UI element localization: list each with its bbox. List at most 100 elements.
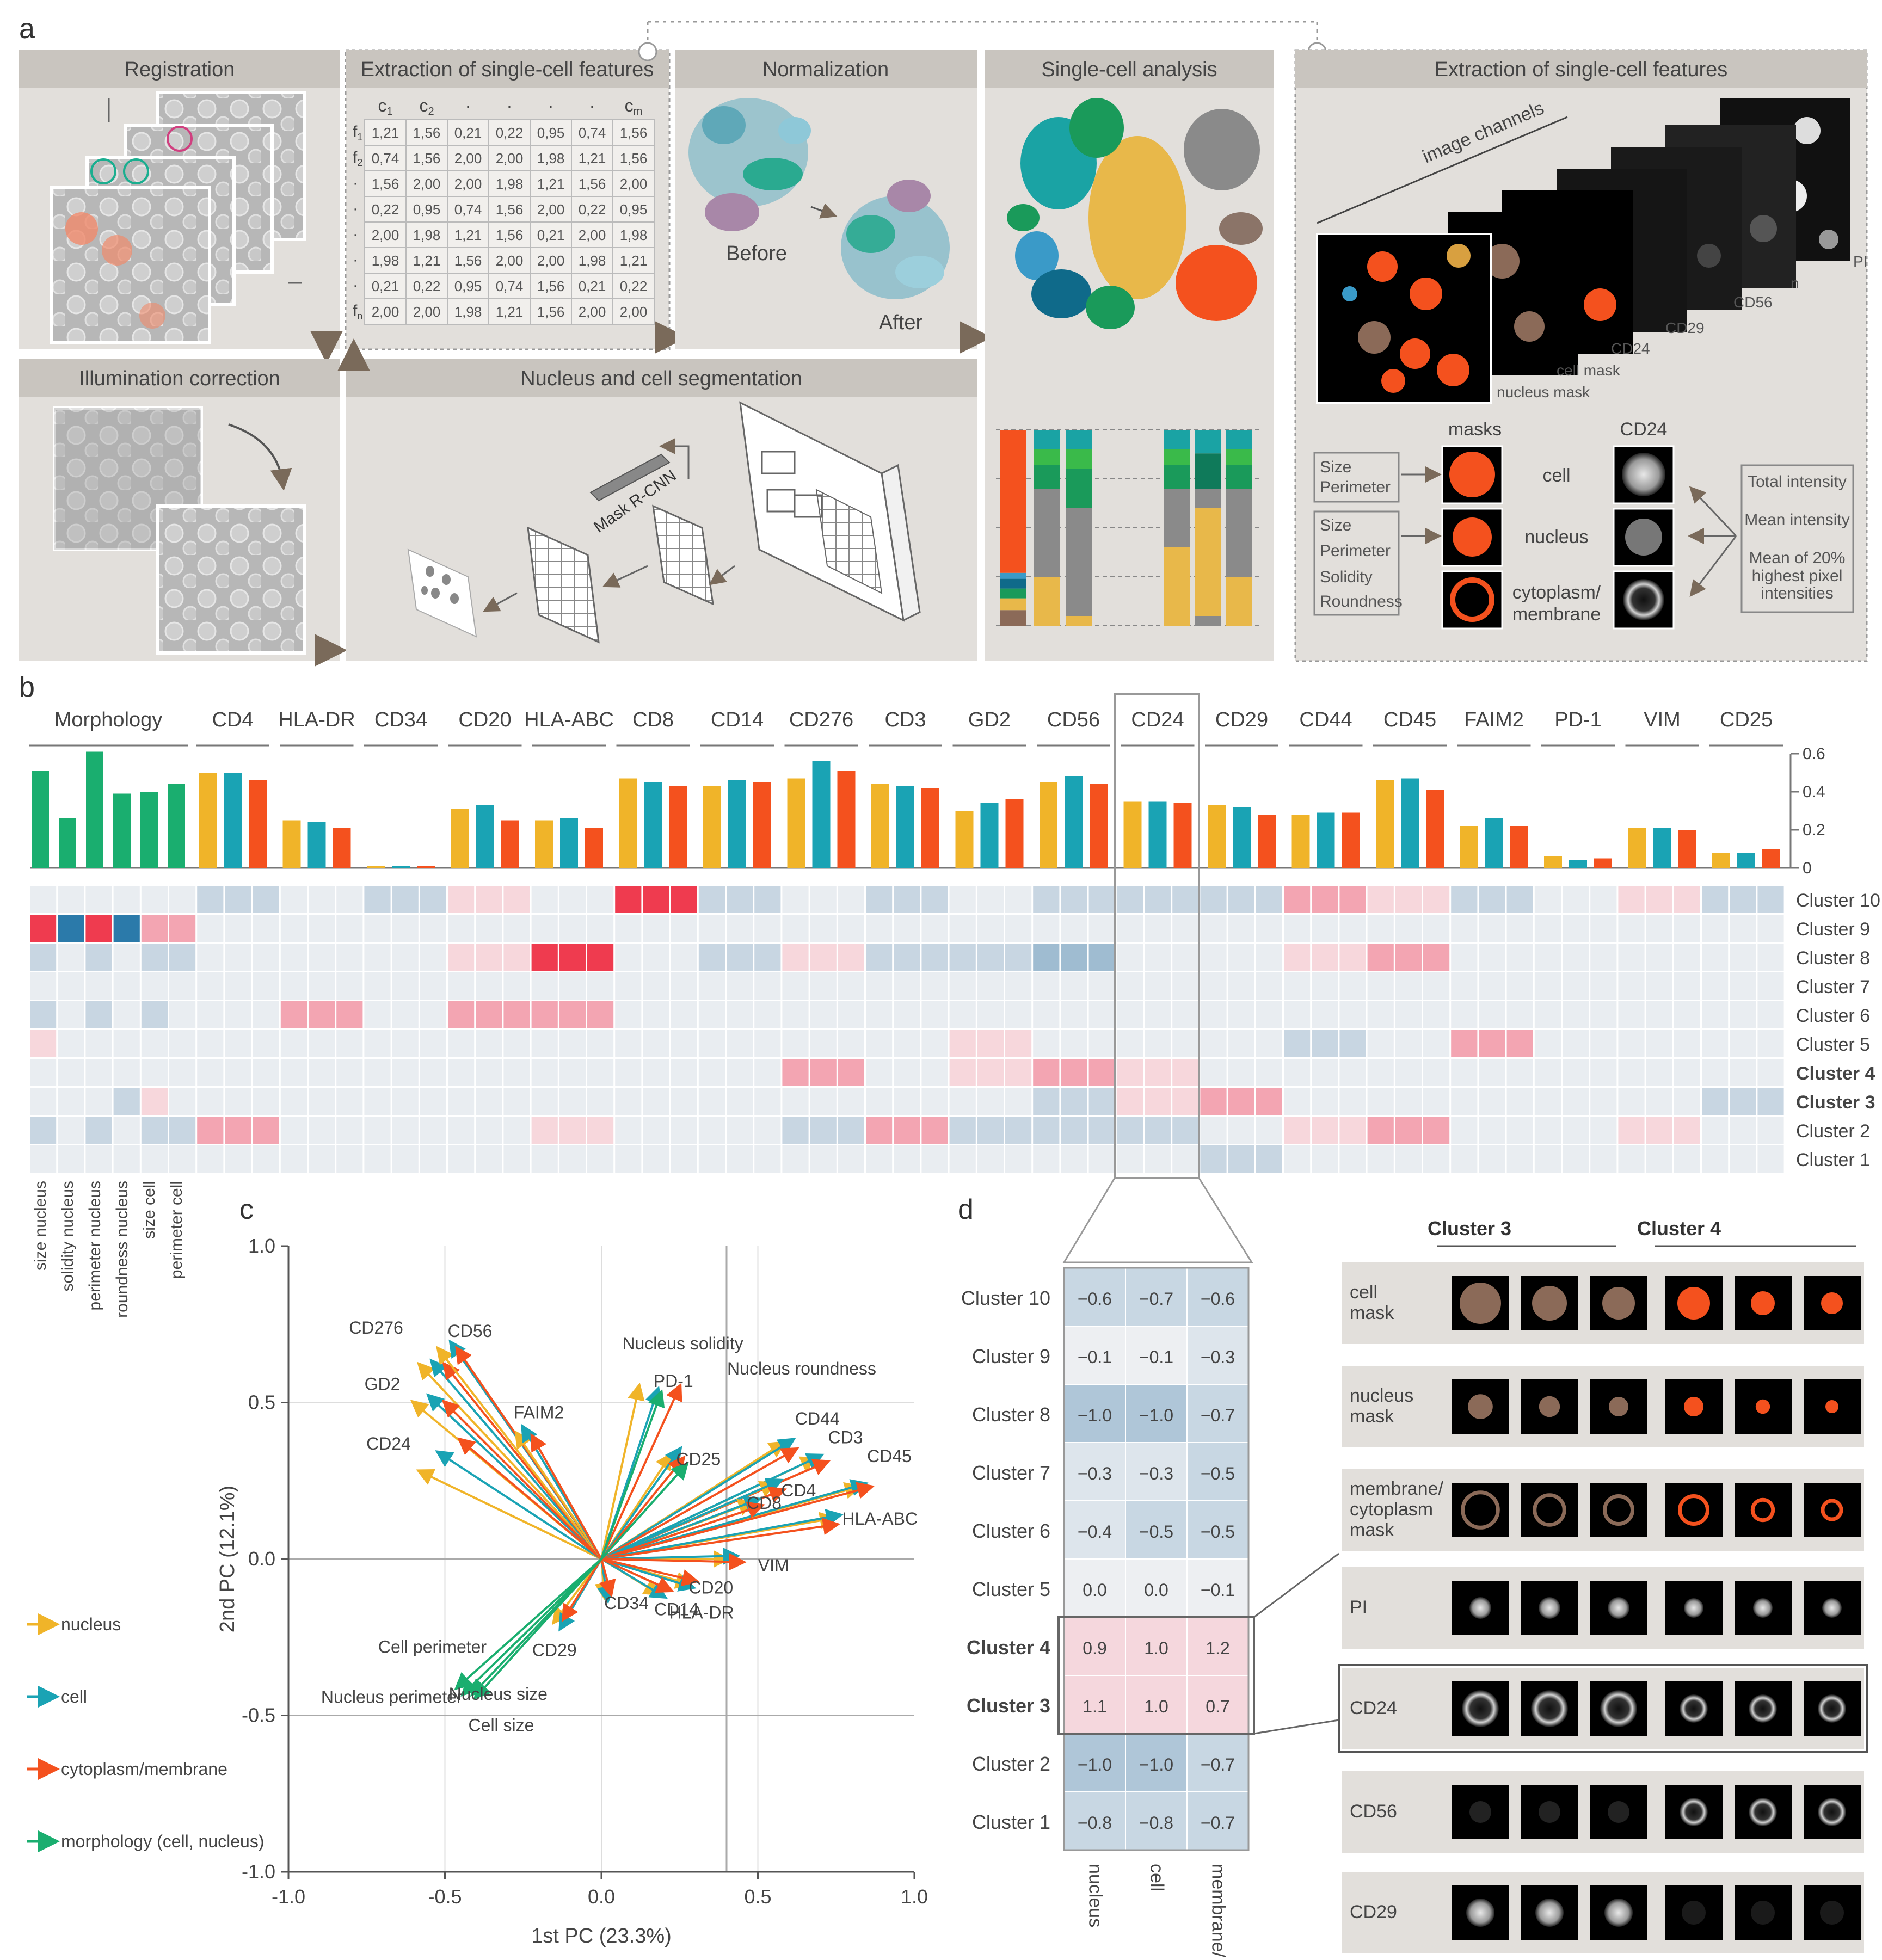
heatmap-cell — [85, 1145, 112, 1173]
pca-vector — [601, 1558, 674, 1593]
heatmap-cell — [1256, 944, 1282, 971]
table-cell: 1,21 — [413, 252, 441, 269]
heatmap-cell — [1145, 1030, 1171, 1057]
membrane-mask-shape — [1461, 1490, 1500, 1530]
heatmap-cell — [587, 1059, 614, 1086]
heatmap-cell — [280, 944, 307, 971]
pca-vector — [457, 1437, 602, 1560]
heatmap-cell — [1284, 1145, 1311, 1173]
heatmap-cell — [197, 944, 224, 971]
morphology-feature-label: perimeter cell — [168, 1181, 186, 1279]
bar-marker — [787, 778, 805, 868]
bar-marker — [199, 773, 217, 868]
bar-marker — [560, 818, 578, 868]
heatmap-cell — [1506, 1001, 1533, 1028]
heatmap-cell — [643, 944, 669, 971]
heatmap-cell — [1312, 1088, 1338, 1115]
feature-importance-bars: 0 0.2 0.4 0.6 Morphology CD4 HLA-DR CD34 CD20 HLA… — [29, 708, 1825, 1318]
heatmap-cell — [866, 1117, 893, 1144]
bar-marker — [1342, 812, 1360, 868]
cd24-cell — [1063, 1384, 1126, 1443]
heatmap-cell — [949, 1030, 976, 1057]
heatmap-cell — [1674, 972, 1700, 1000]
table-cell: 2,00 — [413, 304, 441, 320]
cd24-cell-value: −0.5 — [1201, 1464, 1235, 1483]
heatmap-row-label: Cluster 6 — [1796, 1006, 1870, 1026]
heatmap-cell — [30, 1088, 57, 1115]
table-cell-bg — [405, 273, 448, 299]
bar-group-label: Morphology — [54, 708, 163, 731]
table-row-header: · — [353, 276, 358, 294]
heatmap-cell — [1563, 1088, 1589, 1115]
table-cell-bg — [405, 119, 448, 146]
bar-morphology — [113, 793, 131, 868]
heatmap-cell — [225, 915, 251, 942]
heatmap-cell — [141, 1030, 168, 1057]
membrane-mask-shape — [1821, 1499, 1843, 1521]
heatmap-cell — [643, 1001, 669, 1028]
bar-y-tick-label: 0.4 — [1803, 783, 1825, 801]
heatmap-cell — [977, 1088, 1004, 1115]
heatmap-cell — [615, 1088, 642, 1115]
heatmap-cell — [1423, 915, 1450, 942]
heatmap-cell — [1757, 944, 1784, 971]
heatmap-cell — [85, 1059, 112, 1086]
cd24-cell-value: −0.7 — [1201, 1755, 1235, 1774]
pca-x-tick-label: 0.5 — [744, 1885, 771, 1908]
cd24-cell-value: −0.3 — [1139, 1464, 1173, 1483]
heatmap-cell — [392, 972, 419, 1000]
bar-marker — [1678, 830, 1696, 868]
heatmap-cell — [1339, 1117, 1366, 1144]
heatmap-cell — [364, 1145, 391, 1173]
image-row-label: mask — [1350, 1520, 1394, 1540]
table-cell: 2,00 — [372, 304, 399, 320]
heatmap-cell — [141, 886, 168, 913]
mask-cell-label: cell — [1542, 465, 1570, 486]
table-cell: 1,98 — [413, 227, 441, 243]
pca-vector — [473, 1558, 602, 1700]
bar-marker — [1628, 828, 1646, 868]
pca-vector — [600, 1438, 796, 1560]
table-cell-bg — [488, 298, 531, 325]
heatmap-cell — [1339, 972, 1366, 1000]
heatmap-cell — [1590, 1059, 1617, 1086]
heatmap-cell — [1674, 915, 1700, 942]
cd56-signal — [1749, 1798, 1777, 1826]
cd24-cell-value: −0.1 — [1078, 1347, 1112, 1367]
heatmap-cell — [85, 886, 112, 913]
tsne-clusters — [1007, 98, 1263, 329]
stack-segment — [1034, 430, 1060, 449]
stack-segment — [1000, 578, 1026, 589]
bar-y-tick-label: 0.2 — [1803, 821, 1825, 839]
pca-label: CD25 — [676, 1450, 721, 1469]
heatmap-cell — [1005, 1030, 1032, 1057]
cd24-cell-value: −0.5 — [1201, 1522, 1235, 1542]
pca-vector — [429, 1358, 602, 1560]
panel-b-label: b — [19, 671, 35, 703]
normalization-title: Normalization — [762, 58, 889, 81]
heatmap-cell — [197, 1001, 224, 1028]
bar-morphology — [32, 771, 49, 868]
heatmap-cell — [921, 1088, 948, 1115]
heatmap-cell — [1256, 1088, 1282, 1115]
heatmap-cell — [1145, 1145, 1171, 1173]
heatmap-cell — [392, 1030, 419, 1057]
bar-group-label: CD34 — [374, 708, 427, 731]
heatmap-cell — [1534, 944, 1561, 971]
heatmap-cell — [643, 1030, 669, 1057]
cd24-row-label: Cluster 8 — [972, 1403, 1050, 1426]
before-label: Before — [726, 242, 787, 265]
heatmap-cell — [1563, 1030, 1589, 1057]
legend-label: morphology (cell, nucleus) — [61, 1832, 265, 1851]
heatmap-cell — [336, 1145, 363, 1173]
cd24-cell — [1186, 1617, 1249, 1676]
table-cell-bg — [571, 247, 613, 274]
cd24-cell — [1125, 1617, 1188, 1676]
image-row-label: CD29 — [1350, 1902, 1397, 1922]
heatmap-cell — [141, 1059, 168, 1086]
pca-label: Nucleus roundness — [727, 1359, 876, 1378]
heatmap-cell — [197, 886, 224, 913]
heatmap-cell — [754, 972, 781, 1000]
heatmap-cell — [1423, 1059, 1450, 1086]
